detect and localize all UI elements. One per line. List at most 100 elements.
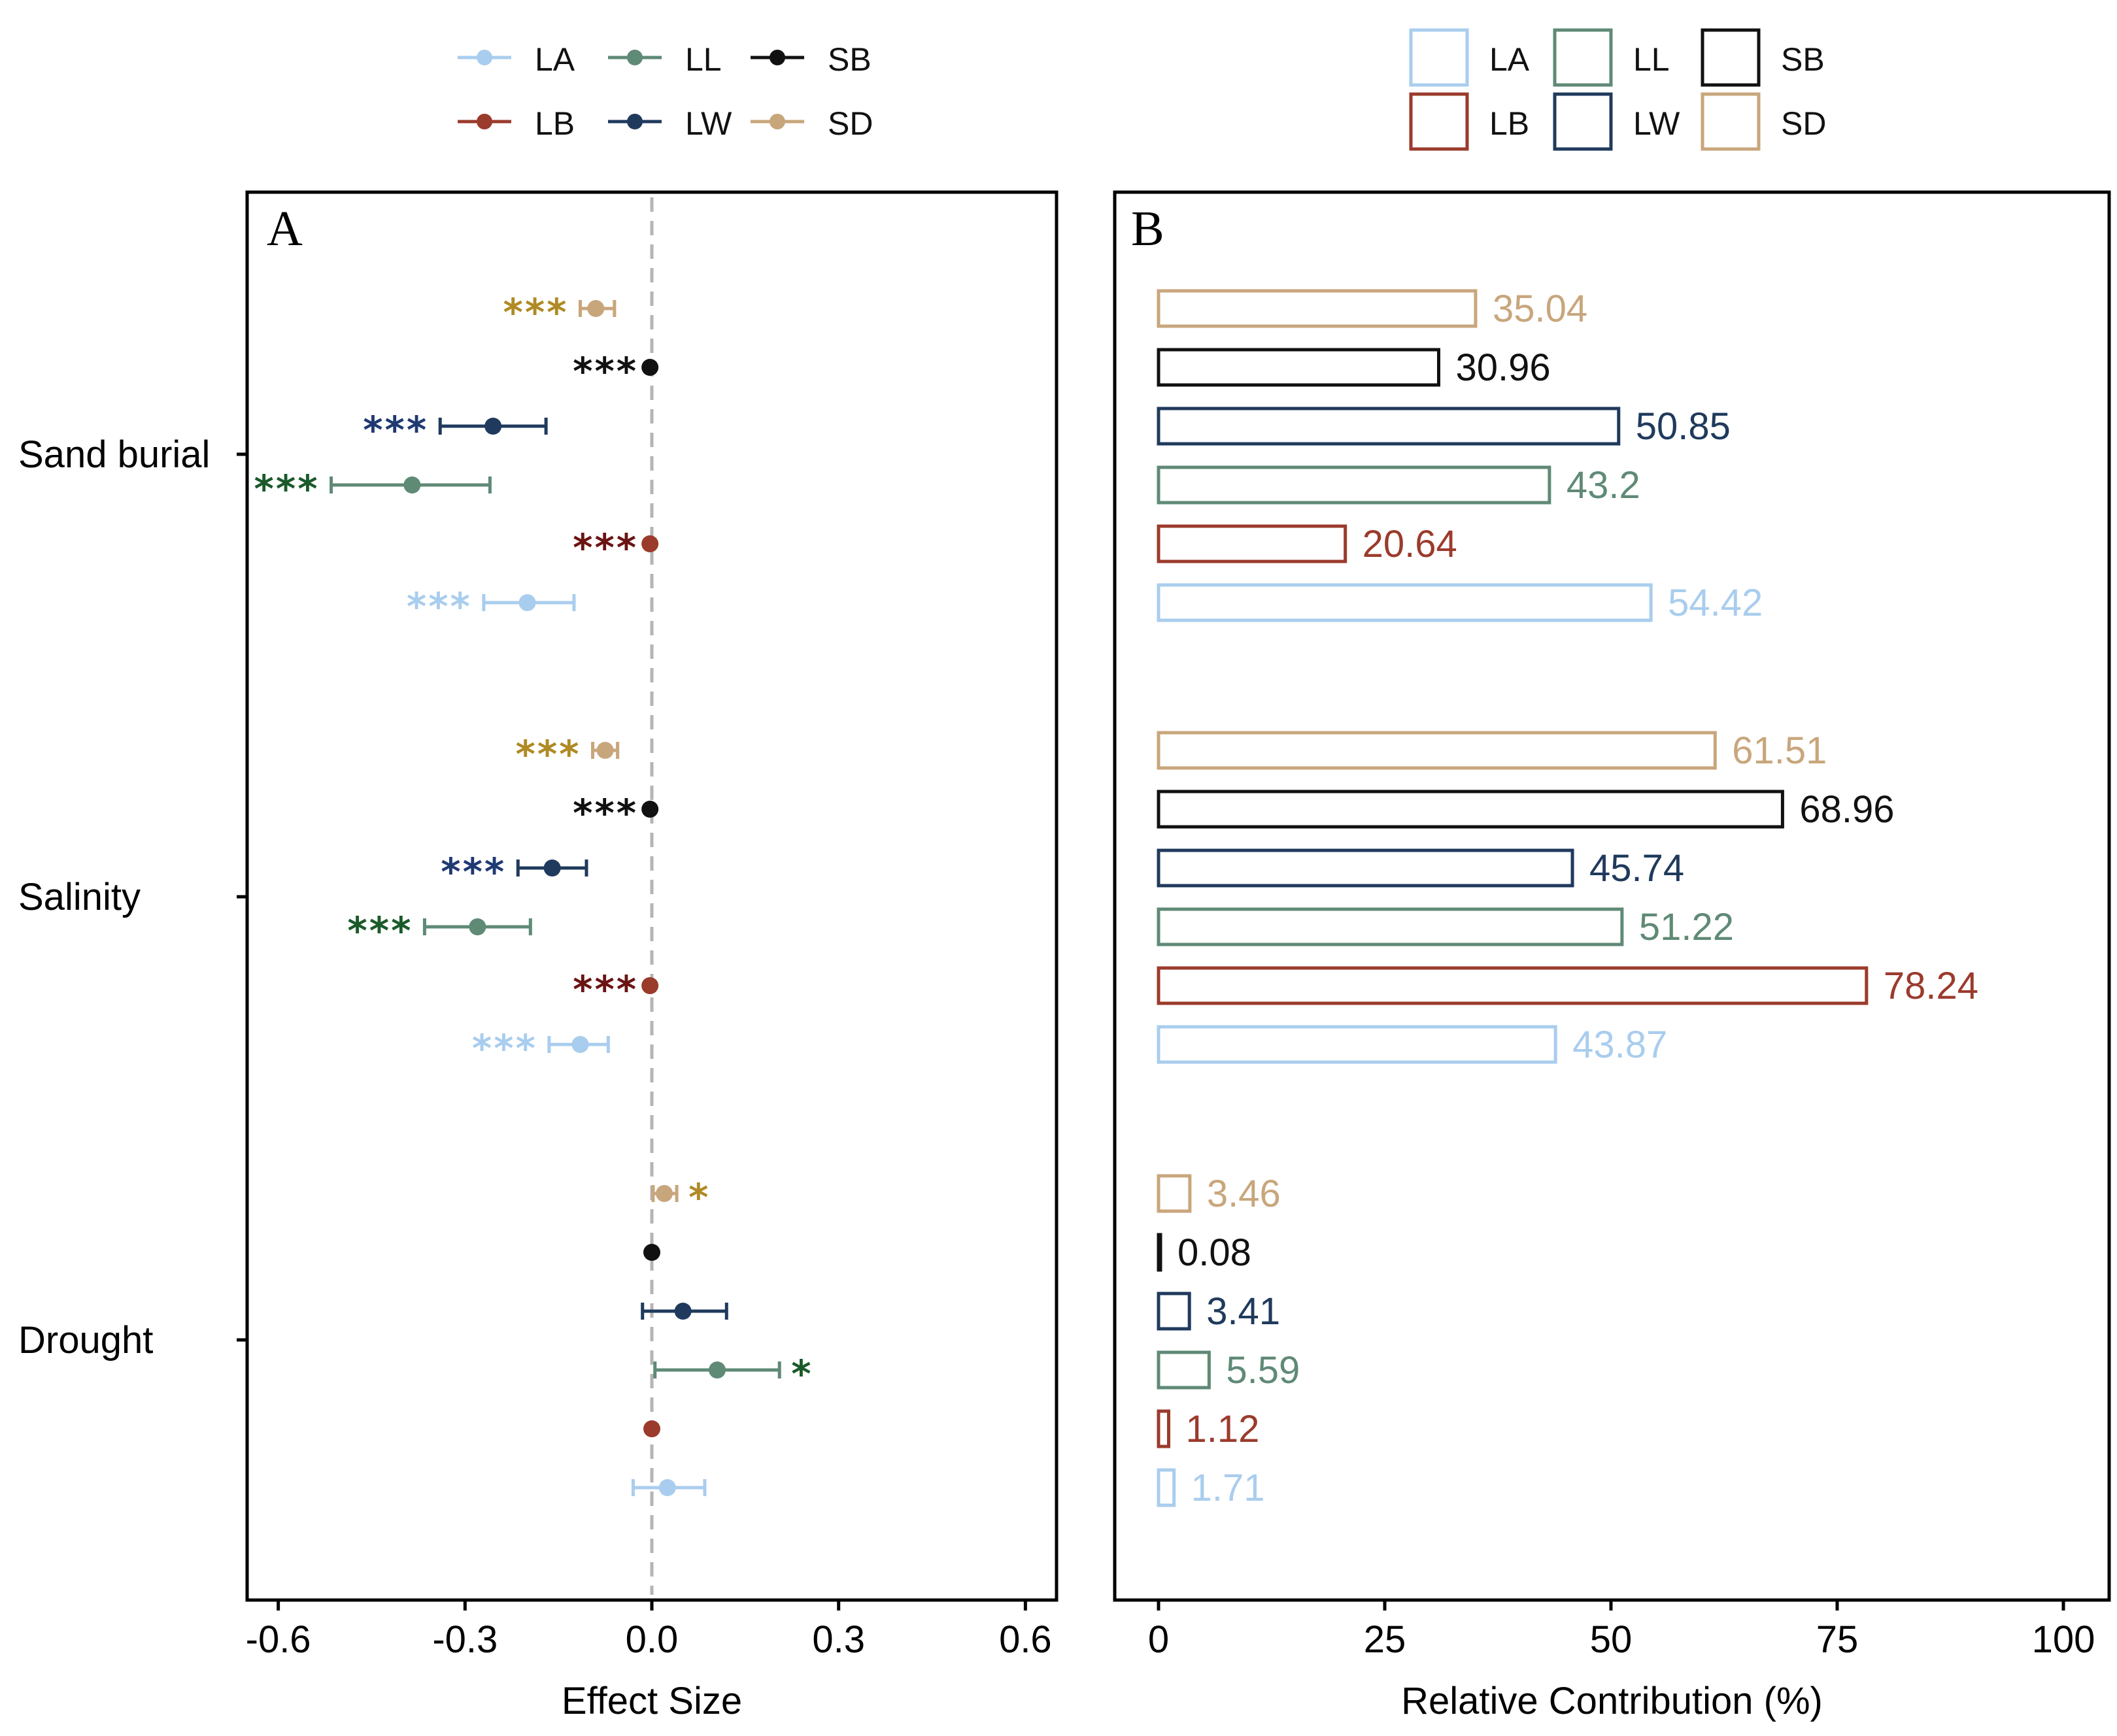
significance-stars: ***: [254, 467, 320, 511]
panel-a-frame: [245, 190, 1058, 1602]
effect-marker: [641, 801, 659, 818]
significance-stars: ***: [573, 349, 638, 393]
bar-value-label: 35.04: [1493, 288, 1587, 330]
bar-rect: [1157, 1174, 1192, 1213]
contribution-bar-salinity-lb: 78.24: [1157, 965, 1978, 1007]
bar-rect: [1157, 1292, 1191, 1331]
significance-stars: ***: [363, 408, 428, 452]
legend-label: LL: [685, 41, 722, 78]
contribution-bar-sand-burial-sd: 35.04: [1157, 288, 1587, 330]
contribution-bar-sand-burial-sb: 30.96: [1157, 346, 1551, 389]
significance-stars: *: [791, 1352, 813, 1396]
effect-point-salinity-ll: ***: [347, 909, 532, 953]
legend-swatch: [1553, 28, 1613, 87]
legend-effect-size: LA LL SB LB LW SD: [458, 41, 873, 142]
significance-stars: ***: [516, 732, 581, 776]
significance-stars: ***: [503, 290, 568, 335]
x-tick-label: -0.3: [432, 1618, 498, 1661]
legend-label: LB: [535, 105, 575, 142]
legend-relative-contribution: LA LL SB LB LW SD: [1409, 28, 1826, 151]
bar-rect: [1157, 583, 1653, 622]
legend-item-la: LA: [458, 41, 575, 78]
legend-item-la: LA: [1409, 28, 1530, 87]
bar-value-label: 20.64: [1363, 523, 1457, 565]
legend-label: LL: [1633, 41, 1670, 78]
contribution-bar-sand-burial-la: 54.42: [1157, 582, 1763, 624]
legend-swatch: [1553, 92, 1613, 151]
significance-stars: *: [688, 1175, 710, 1220]
legend-item-sd: SD: [751, 105, 873, 142]
effect-marker: [469, 918, 486, 935]
effect-marker: [641, 535, 659, 552]
legend-swatch: [1701, 92, 1761, 151]
bar-rect: [1157, 1233, 1162, 1272]
bar-value-label: 43.87: [1572, 1024, 1667, 1066]
effect-marker: [596, 742, 614, 759]
significance-stars: ***: [347, 909, 413, 953]
legend-item-sb: SB: [751, 41, 872, 78]
legend-label: SB: [828, 41, 872, 78]
effect-point-sand-burial-la: ***: [407, 584, 576, 629]
effect-marker: [643, 1244, 660, 1261]
x-tick-label: 0: [1148, 1618, 1169, 1661]
x-tick-label: 100: [2032, 1618, 2095, 1661]
bar-value-label: 61.51: [1732, 729, 1827, 772]
legend-marker: [627, 114, 643, 129]
legend-item-ll: LL: [608, 41, 722, 78]
effect-marker: [641, 977, 659, 994]
legend-label: LW: [1633, 105, 1680, 142]
legend-item-lw: LW: [608, 105, 732, 142]
legend-swatch: [1701, 28, 1761, 87]
legend-marker: [627, 50, 643, 65]
bar-value-label: 45.74: [1589, 847, 1684, 890]
bar-rect: [1157, 289, 1478, 328]
panel-b-x-axis: 0 25 50 75 100: [1148, 1600, 2095, 1661]
contribution-bar-sand-burial-ll: 43.2: [1157, 464, 1640, 507]
legend-item-lw: LW: [1553, 92, 1680, 151]
significance-stars: ***: [407, 584, 472, 629]
legend-label: LA: [1489, 41, 1530, 78]
y-tick-label-drought: Drought: [18, 1319, 153, 1361]
significance-stars: ***: [441, 850, 506, 894]
effect-point-drought-la: [631, 1479, 707, 1496]
bar-value-label: 5.59: [1226, 1349, 1300, 1392]
contribution-bar-drought-la: 1.71: [1157, 1467, 1265, 1509]
x-tick-label: 75: [1816, 1618, 1859, 1661]
bar-value-label: 50.85: [1636, 405, 1731, 448]
x-tick-label: -0.6: [246, 1618, 311, 1661]
panel-b-plot: 35.04 30.96 50.85 43.2 20.64 54.42 61.51 68.96 4…: [1157, 288, 1978, 1509]
contribution-bar-drought-sd: 3.46: [1157, 1173, 1281, 1215]
x-tick-label: 0.6: [999, 1618, 1052, 1661]
bar-value-label: 68.96: [1799, 788, 1894, 831]
bar-value-label: 1.12: [1186, 1408, 1260, 1450]
contribution-bar-salinity-sd: 61.51: [1157, 729, 1827, 772]
panel-a-letter: A: [267, 201, 303, 256]
legend-item-lb: LB: [458, 105, 575, 142]
panel-b-letter: B: [1131, 201, 1164, 256]
bar-rect: [1157, 407, 1621, 446]
bar-value-label: 3.41: [1206, 1290, 1280, 1333]
legend-label: SB: [1781, 41, 1825, 78]
effect-marker: [708, 1361, 726, 1378]
bar-rect: [1157, 907, 1624, 946]
x-tick-label: 50: [1590, 1618, 1633, 1661]
effect-marker: [403, 476, 421, 493]
legend-marker: [477, 50, 492, 65]
legend-item-lb: LB: [1409, 92, 1529, 151]
significance-stars: ***: [573, 967, 638, 1012]
bar-rect: [1157, 966, 1869, 1005]
effect-point-salinity-sd: ***: [516, 732, 620, 776]
contribution-bar-drought-lw: 3.41: [1157, 1290, 1280, 1333]
effect-point-sand-burial-ll: ***: [254, 467, 492, 511]
contribution-bar-sand-burial-lb: 20.64: [1157, 523, 1457, 565]
bar-value-label: 78.24: [1884, 965, 1978, 1007]
bar-rect: [1157, 731, 1717, 770]
bar-rect: [1157, 790, 1784, 829]
contribution-bar-drought-ll: 5.59: [1157, 1349, 1300, 1392]
contribution-bar-salinity-sb: 68.96: [1157, 788, 1895, 831]
effect-marker: [674, 1303, 692, 1320]
panel-b-x-axis-title: Relative Contribution (%): [1401, 1680, 1823, 1722]
effect-point-salinity-la: ***: [472, 1026, 610, 1071]
effect-point-drought-sb: [643, 1244, 660, 1261]
